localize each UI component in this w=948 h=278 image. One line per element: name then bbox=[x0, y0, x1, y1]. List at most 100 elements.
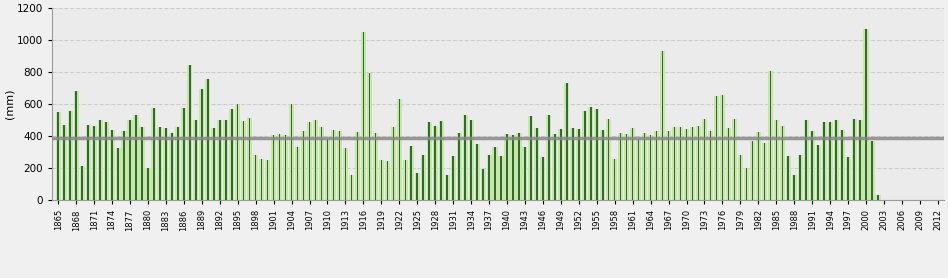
Bar bbox=[553, 134, 557, 200]
Bar bbox=[441, 121, 442, 200]
Bar bbox=[355, 132, 360, 200]
Bar bbox=[188, 65, 192, 200]
Bar bbox=[510, 135, 516, 200]
Bar bbox=[259, 159, 264, 200]
Bar bbox=[810, 131, 814, 200]
Bar bbox=[235, 104, 240, 200]
Bar bbox=[572, 128, 574, 200]
Bar bbox=[644, 133, 646, 200]
Bar bbox=[74, 91, 79, 200]
Bar bbox=[869, 141, 875, 200]
Bar bbox=[423, 155, 424, 200]
Bar bbox=[745, 168, 747, 200]
Bar bbox=[80, 166, 84, 200]
Bar bbox=[261, 159, 263, 200]
Bar bbox=[273, 135, 274, 200]
Bar bbox=[315, 120, 317, 200]
Bar bbox=[667, 131, 669, 200]
Bar bbox=[662, 51, 664, 200]
Bar bbox=[672, 127, 677, 200]
Bar bbox=[157, 126, 162, 200]
Bar bbox=[265, 160, 270, 200]
Bar bbox=[427, 122, 431, 200]
Bar bbox=[548, 115, 550, 200]
Bar bbox=[207, 79, 209, 200]
Bar bbox=[309, 122, 310, 200]
Bar bbox=[92, 126, 97, 200]
Bar bbox=[797, 155, 803, 200]
Bar bbox=[530, 116, 532, 200]
Bar bbox=[822, 122, 827, 200]
Bar bbox=[98, 120, 102, 200]
Bar bbox=[129, 120, 131, 200]
Bar bbox=[183, 108, 185, 200]
Bar bbox=[439, 121, 444, 200]
Bar bbox=[181, 108, 187, 200]
Bar bbox=[373, 133, 378, 200]
Bar bbox=[517, 133, 521, 200]
Bar bbox=[726, 128, 731, 200]
Bar bbox=[327, 139, 328, 200]
Bar bbox=[428, 122, 430, 200]
Bar bbox=[110, 130, 115, 200]
Bar bbox=[859, 120, 861, 200]
Bar bbox=[291, 104, 292, 200]
Bar bbox=[566, 83, 568, 200]
Bar bbox=[770, 71, 771, 200]
Bar bbox=[297, 147, 299, 200]
Bar bbox=[152, 108, 156, 200]
Bar bbox=[229, 109, 234, 200]
Bar bbox=[163, 128, 169, 200]
Bar bbox=[578, 129, 579, 200]
Bar bbox=[703, 118, 705, 200]
Bar bbox=[284, 135, 286, 200]
Bar bbox=[596, 109, 597, 200]
Bar bbox=[247, 118, 252, 200]
Bar bbox=[690, 127, 695, 200]
Bar bbox=[139, 127, 144, 200]
Bar bbox=[650, 135, 651, 200]
Bar bbox=[841, 130, 843, 200]
Bar bbox=[476, 144, 478, 200]
Bar bbox=[87, 125, 89, 200]
Bar bbox=[351, 175, 353, 200]
Bar bbox=[432, 126, 438, 200]
Bar bbox=[793, 175, 795, 200]
Bar bbox=[528, 116, 534, 200]
Bar bbox=[692, 127, 693, 200]
Bar bbox=[750, 141, 755, 200]
Bar bbox=[786, 156, 791, 200]
Bar bbox=[387, 161, 388, 200]
Bar bbox=[76, 91, 77, 200]
Bar bbox=[58, 112, 59, 200]
Bar bbox=[582, 111, 588, 200]
Bar bbox=[475, 144, 480, 200]
Bar bbox=[768, 71, 773, 200]
Bar bbox=[732, 118, 737, 200]
Bar bbox=[542, 157, 543, 200]
Bar bbox=[815, 145, 821, 200]
Bar bbox=[488, 155, 490, 200]
Bar bbox=[840, 130, 845, 200]
Bar bbox=[421, 155, 426, 200]
Bar bbox=[656, 131, 657, 200]
Bar bbox=[237, 104, 239, 200]
Bar bbox=[571, 128, 575, 200]
Bar bbox=[345, 148, 346, 200]
Bar bbox=[241, 121, 246, 200]
Bar bbox=[871, 141, 873, 200]
Bar bbox=[307, 122, 312, 200]
Bar bbox=[708, 131, 713, 200]
Bar bbox=[249, 118, 250, 200]
Bar bbox=[608, 119, 610, 200]
Bar bbox=[680, 126, 682, 200]
Bar bbox=[337, 131, 342, 200]
Bar bbox=[636, 138, 641, 200]
Bar bbox=[217, 120, 223, 200]
Bar bbox=[468, 120, 474, 200]
Bar bbox=[219, 120, 221, 200]
Bar bbox=[600, 130, 605, 200]
Bar bbox=[555, 134, 556, 200]
Bar bbox=[512, 135, 514, 200]
Bar bbox=[638, 138, 639, 200]
